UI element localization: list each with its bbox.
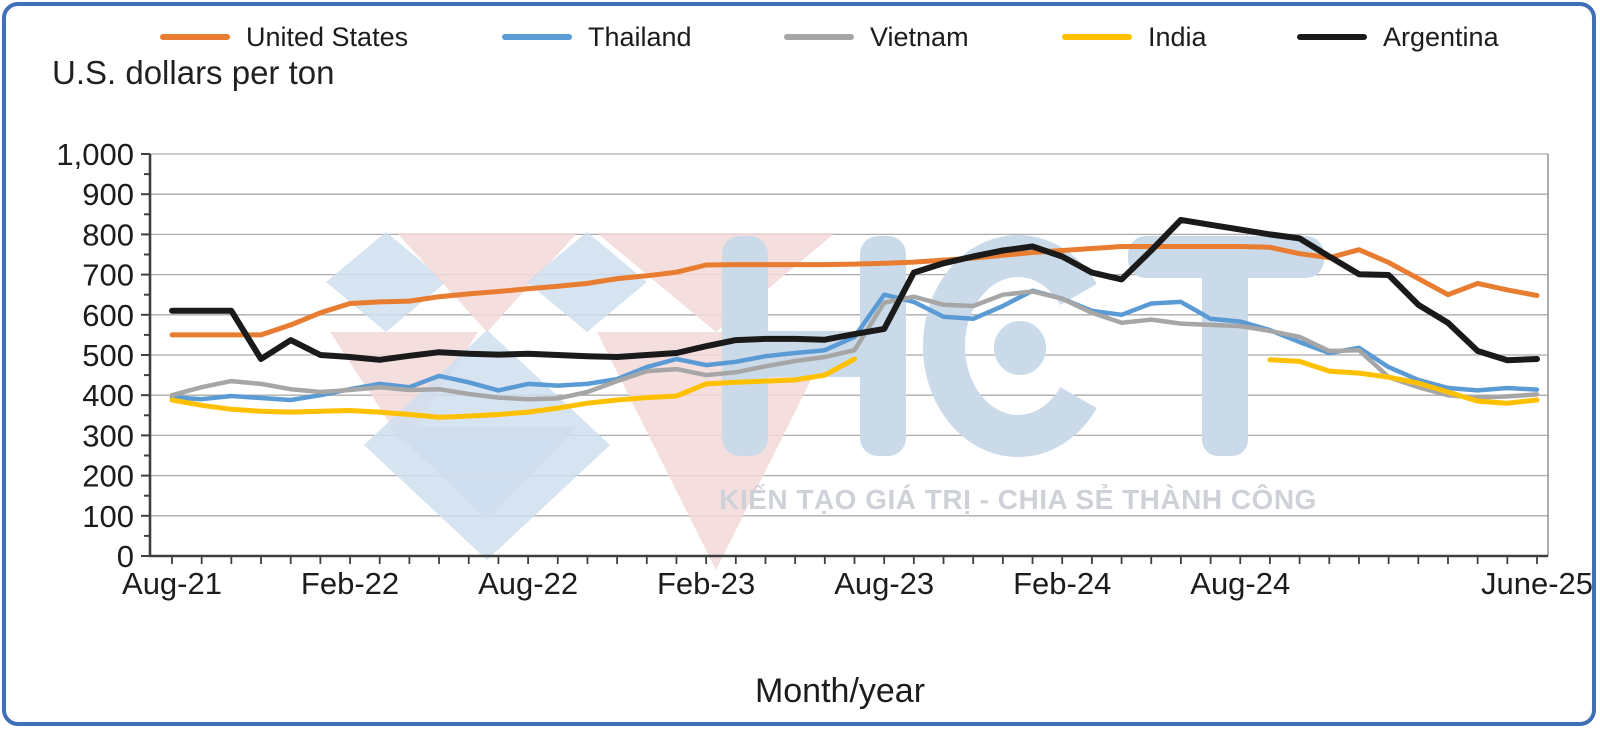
- y-tick-label: 900: [82, 177, 134, 212]
- series-line-india: [169, 356, 857, 420]
- y-tick-label: 200: [82, 459, 134, 494]
- watermark-diamond-icon: [390, 427, 577, 520]
- x-tick-label: Aug-21: [122, 566, 222, 601]
- legend-swatch-icon: [1062, 34, 1132, 40]
- legend-item-india: India: [1062, 20, 1207, 54]
- legend-label: United States: [246, 21, 409, 52]
- watermark-diamond-icon: [597, 233, 835, 332]
- y-tick-label: 700: [82, 258, 134, 293]
- series-lines: [169, 216, 1540, 420]
- y-tick-label: 0: [117, 539, 134, 574]
- legend-item-argentina: Argentina: [1297, 20, 1499, 54]
- legend-label: Vietnam: [870, 21, 969, 52]
- legend-swatch-icon: [784, 34, 854, 40]
- series-line-india: [1267, 357, 1540, 406]
- y-axis-units-title: U.S. dollars per ton: [52, 54, 335, 91]
- watermark-diamond-icon: [326, 232, 446, 332]
- y-tick-label: 800: [82, 217, 134, 252]
- x-axis: Aug-21 Feb-22 Aug-22 Feb-23 Aug-23 Feb-24 Aug-…: [122, 556, 1593, 601]
- x-tick-label: Feb-23: [657, 566, 755, 601]
- series-line-argentina: [169, 216, 1540, 364]
- legend-swatch-icon: [160, 34, 230, 40]
- legend-item-vietnam: Vietnam: [784, 20, 969, 54]
- y-tick-label: 600: [82, 298, 134, 333]
- x-tick-label: June-25: [1481, 566, 1593, 601]
- legend: United States Thailand Vietnam India Argenti…: [0, 0, 1600, 60]
- watermark-slogan: KIẾN TẠO GIÁ TRỊ - CHIA SẺ THÀNH CÔNG: [719, 484, 1317, 515]
- series-line-united-states: [169, 244, 1540, 338]
- legend-item-united-states: United States: [160, 20, 408, 54]
- legend-label: Thailand: [588, 21, 692, 52]
- y-tick-label: 500: [82, 338, 134, 373]
- y-tick-label: 300: [82, 418, 134, 453]
- watermark-letters-hct: [722, 235, 1324, 457]
- legend-swatch-icon: [502, 34, 572, 40]
- legend-swatch-icon: [1297, 34, 1367, 40]
- legend-item-thailand: Thailand: [502, 20, 692, 54]
- legend-label: Argentina: [1383, 21, 1499, 52]
- x-axis-title: Month/year: [754, 672, 926, 710]
- y-tick-label: 400: [82, 378, 134, 413]
- y-tick-label: 100: [82, 499, 134, 534]
- x-tick-label: Feb-22: [301, 566, 399, 601]
- watermark-diamond-icon: [397, 233, 577, 332]
- x-tick-label: Aug-22: [478, 566, 578, 601]
- x-tick-label: Feb-24: [1013, 566, 1111, 601]
- y-tick-label: 1,000: [56, 137, 134, 172]
- legend-label: India: [1148, 21, 1207, 52]
- x-tick-label: Aug-23: [834, 566, 934, 601]
- y-axis: 0 100 200 300 400 500 600 700 800 900 1,000: [56, 137, 150, 574]
- series-line-vietnam: [169, 289, 1540, 402]
- x-tick-label: Aug-24: [1190, 566, 1290, 601]
- watermark-diamond-icon: [597, 332, 835, 570]
